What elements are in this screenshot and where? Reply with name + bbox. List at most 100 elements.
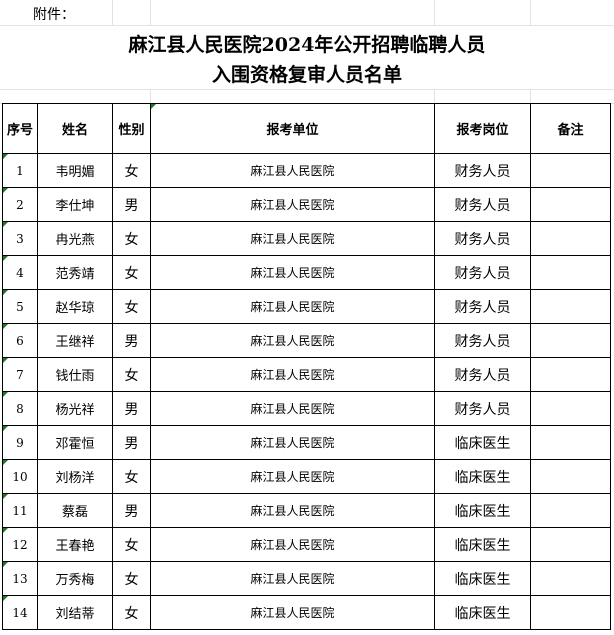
cell-unit: 麻江县人民医院 bbox=[150, 153, 435, 188]
title-line-2: 入围资格复审人员名单 bbox=[211, 64, 402, 86]
cell-remark bbox=[530, 561, 611, 596]
cell-gender: 女 bbox=[112, 153, 151, 188]
cell-name: 万秀梅 bbox=[37, 561, 113, 596]
cell-name: 王春艳 bbox=[37, 527, 113, 562]
cell-gender: 女 bbox=[112, 527, 151, 562]
cell-unit: 麻江县人民医院 bbox=[150, 255, 435, 290]
cell-remark bbox=[530, 153, 611, 188]
cell-gender: 女 bbox=[112, 255, 151, 290]
cell-gender: 女 bbox=[112, 221, 151, 256]
cell-gender: 男 bbox=[112, 323, 151, 358]
cell-position: 临床医生 bbox=[434, 527, 531, 562]
cell-position: 临床医生 bbox=[434, 493, 531, 528]
candidate-table: 序号 姓名 性别 报考单位 报考岗位 备注 1 韦明媚女麻江县人民医院 财务人员 2 李… bbox=[2, 103, 611, 630]
cell-gender: 男 bbox=[112, 425, 151, 460]
cell-remark bbox=[530, 187, 611, 222]
cell-no: 6 bbox=[2, 323, 38, 358]
cell-position: 临床医生 bbox=[434, 595, 531, 630]
cell-unit: 麻江县人民医院 bbox=[150, 357, 435, 392]
cell-unit: 麻江县人民医院 bbox=[150, 221, 435, 256]
header-name: 姓名 bbox=[37, 103, 113, 154]
cell-position: 临床医生 bbox=[434, 459, 531, 494]
cell-gender: 男 bbox=[112, 493, 151, 528]
cell-position: 财务人员 bbox=[434, 357, 531, 392]
cell-position: 财务人员 bbox=[434, 153, 531, 188]
table-row: 5 赵华琼女麻江县人民医院 财务人员 bbox=[2, 289, 611, 324]
header-remark: 备注 bbox=[530, 103, 611, 154]
cell-remark bbox=[530, 459, 611, 494]
table-row: 1 韦明媚女麻江县人民医院 财务人员 bbox=[2, 153, 611, 188]
table-row: 10 刘杨洋女麻江县人民医院 临床医生 bbox=[2, 459, 611, 494]
cell-no: 8 bbox=[2, 391, 38, 426]
cell-gender: 男 bbox=[112, 391, 151, 426]
cell-gender: 女 bbox=[112, 459, 151, 494]
cell-name: 韦明媚 bbox=[37, 153, 113, 188]
cell-unit: 麻江县人民医院 bbox=[150, 527, 435, 562]
table-row: 3 冉光燕女麻江县人民医院 财务人员 bbox=[2, 221, 611, 256]
cell-position: 临床医生 bbox=[434, 561, 531, 596]
table-row: 6 王继祥男麻江县人民医院 财务人员 bbox=[2, 323, 611, 358]
table-row: 7 钱仕雨女麻江县人民医院 财务人员 bbox=[2, 357, 611, 392]
title-line-1: 麻江县人民医院2024年公开招聘临聘人员 bbox=[128, 34, 486, 56]
cell-no: 12 bbox=[2, 527, 38, 562]
cell-unit: 麻江县人民医院 bbox=[150, 391, 435, 426]
cell-unit: 麻江县人民医院 bbox=[150, 425, 435, 460]
table-row: 8 杨光祥男麻江县人民医院 财务人员 bbox=[2, 391, 611, 426]
cell-unit: 麻江县人民医院 bbox=[150, 187, 435, 222]
cell-unit: 麻江县人民医院 bbox=[150, 595, 435, 630]
cell-no: 1 bbox=[2, 153, 38, 188]
cell-no: 13 bbox=[2, 561, 38, 596]
table-row: 13 万秀梅女麻江县人民医院 临床医生 bbox=[2, 561, 611, 596]
cell-position: 临床医生 bbox=[434, 425, 531, 460]
cell-unit: 麻江县人民医院 bbox=[150, 323, 435, 358]
cell-remark bbox=[530, 221, 611, 256]
table-row: 4 范秀靖女麻江县人民医院 财务人员 bbox=[2, 255, 611, 290]
cell-no: 10 bbox=[2, 459, 38, 494]
table-row: 2 李仕坤男麻江县人民医院 财务人员 bbox=[2, 187, 611, 222]
cell-position: 财务人员 bbox=[434, 255, 531, 290]
cell-no: 5 bbox=[2, 289, 38, 324]
cell-name: 蔡磊 bbox=[37, 493, 113, 528]
cell-no: 11 bbox=[2, 493, 38, 528]
cell-no: 4 bbox=[2, 255, 38, 290]
cell-position: 财务人员 bbox=[434, 323, 531, 358]
cell-position: 财务人员 bbox=[434, 391, 531, 426]
cell-name: 王继祥 bbox=[37, 323, 113, 358]
cell-gender: 女 bbox=[112, 357, 151, 392]
cell-no: 3 bbox=[2, 221, 38, 256]
cell-no: 9 bbox=[2, 425, 38, 460]
cell-position: 财务人员 bbox=[434, 289, 531, 324]
table-row: 12 王春艳女麻江县人民医院 临床医生 bbox=[2, 527, 611, 562]
header-no: 序号 bbox=[2, 103, 38, 154]
cell-no: 14 bbox=[2, 595, 38, 630]
cell-remark bbox=[530, 289, 611, 324]
cell-no: 2 bbox=[2, 187, 38, 222]
cell-name: 赵华琼 bbox=[37, 289, 113, 324]
cell-remark bbox=[530, 357, 611, 392]
header-gender: 性别 bbox=[112, 103, 151, 154]
cell-gender: 女 bbox=[112, 561, 151, 596]
cell-name: 冉光燕 bbox=[37, 221, 113, 256]
cell-unit: 麻江县人民医院 bbox=[150, 561, 435, 596]
attachment-label: 附件： bbox=[33, 7, 75, 23]
cell-remark bbox=[530, 425, 611, 460]
cell-name: 李仕坤 bbox=[37, 187, 113, 222]
header-unit: 报考单位 bbox=[150, 103, 435, 154]
header-position: 报考岗位 bbox=[434, 103, 531, 154]
cell-gender: 女 bbox=[112, 595, 151, 630]
cell-remark bbox=[530, 391, 611, 426]
cell-name: 刘杨洋 bbox=[37, 459, 113, 494]
cell-remark bbox=[530, 493, 611, 528]
cell-unit: 麻江县人民医院 bbox=[150, 493, 435, 528]
cell-remark bbox=[530, 323, 611, 358]
cell-name: 邓霍恒 bbox=[37, 425, 113, 460]
cell-position: 财务人员 bbox=[434, 187, 531, 222]
cell-name: 杨光祥 bbox=[37, 391, 113, 426]
cell-remark bbox=[530, 527, 611, 562]
cell-position: 财务人员 bbox=[434, 221, 531, 256]
table-row: 9 邓霍恒男麻江县人民医院 临床医生 bbox=[2, 425, 611, 460]
cell-unit: 麻江县人民医院 bbox=[150, 289, 435, 324]
cell-remark bbox=[530, 255, 611, 290]
cell-unit: 麻江县人民医院 bbox=[150, 459, 435, 494]
cell-remark bbox=[530, 595, 611, 630]
